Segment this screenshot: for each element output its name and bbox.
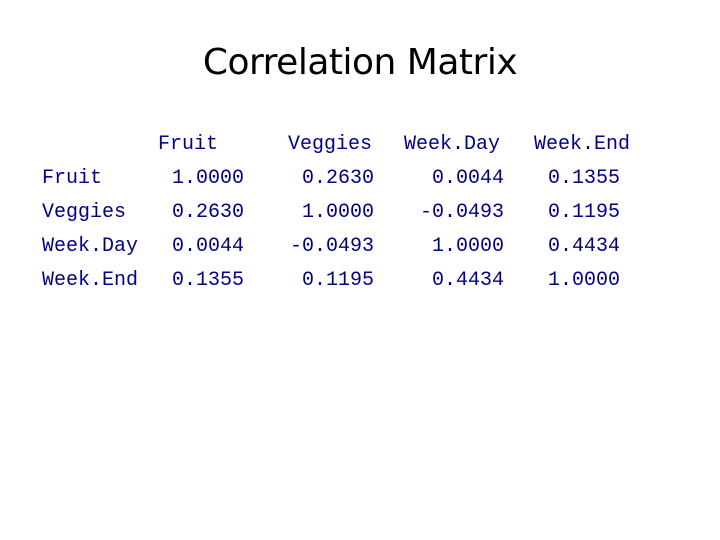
row-label-veggies: Veggies bbox=[42, 201, 127, 224]
matrix-cell: 0.4434 bbox=[547, 235, 620, 258]
row-label-week-end: Week.End bbox=[42, 269, 139, 292]
matrix-cell: 0.0044 bbox=[171, 235, 244, 258]
matrix-cell: 0.1195 bbox=[547, 201, 620, 224]
matrix-cell: 1.0000 bbox=[431, 235, 504, 258]
column-header-fruit: Fruit bbox=[158, 133, 219, 156]
column-header-week-day: Week.Day bbox=[404, 133, 501, 156]
matrix-cell: 0.1355 bbox=[171, 269, 244, 292]
matrix-cell: 0.1195 bbox=[301, 269, 374, 292]
column-header-week-end: Week.End bbox=[534, 133, 631, 156]
matrix-cell: -0.0493 bbox=[419, 201, 504, 224]
matrix-cell: 1.0000 bbox=[171, 167, 244, 190]
row-label-week-day: Week.Day bbox=[42, 235, 139, 258]
matrix-cell: 0.0044 bbox=[431, 167, 504, 190]
matrix-cell: 0.1355 bbox=[547, 167, 620, 190]
correlation-matrix: Fruit Veggies Week.Day Week.End Fruit 1.… bbox=[0, 128, 720, 328]
matrix-cell: 0.2630 bbox=[171, 201, 244, 224]
matrix-cell: 1.0000 bbox=[547, 269, 620, 292]
row-label-fruit: Fruit bbox=[42, 167, 103, 190]
matrix-cell: 1.0000 bbox=[301, 201, 374, 224]
matrix-cell: 0.4434 bbox=[431, 269, 504, 292]
matrix-cell: -0.0493 bbox=[289, 235, 374, 258]
matrix-cell: 0.2630 bbox=[301, 167, 374, 190]
slide-title: Correlation Matrix bbox=[202, 42, 518, 83]
column-header-veggies: Veggies bbox=[288, 133, 373, 156]
